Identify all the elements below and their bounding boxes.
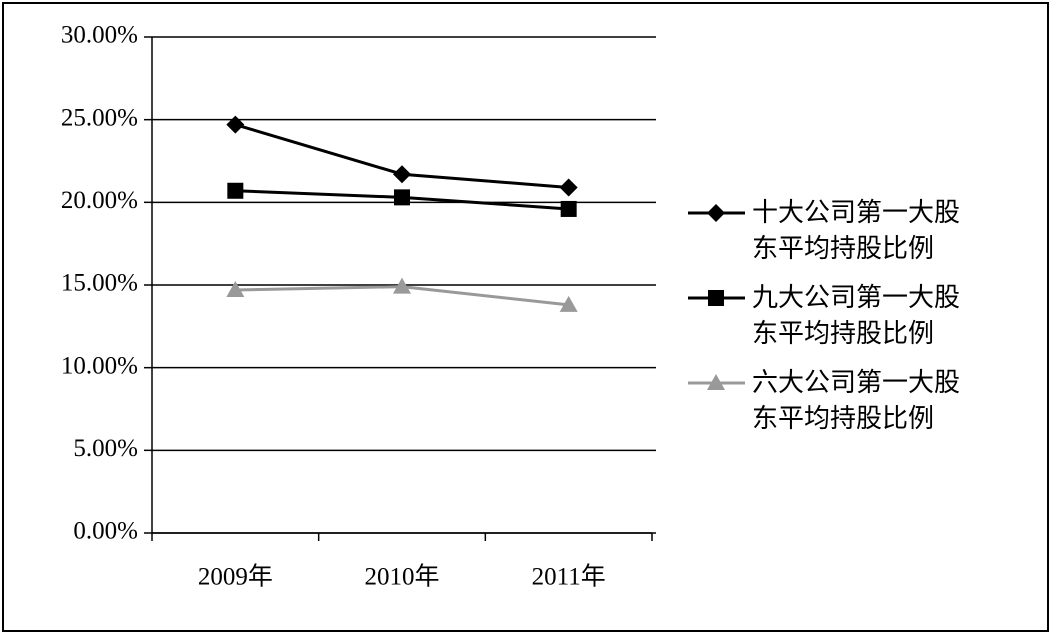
point [226,115,245,134]
point [393,165,411,184]
point [559,178,578,197]
legend-label: 六大公司第一大股东平均持股比例 [752,368,961,433]
legend-marker [707,204,725,222]
point [559,295,578,312]
y-tick-label: 25.00% [61,104,138,131]
y-tick-label: 10.00% [61,352,138,379]
x-tick-label: 2011年 [532,563,606,591]
point [393,277,411,294]
y-tick-label: 15.00% [61,270,138,297]
legend-marker [707,374,725,390]
point [226,280,245,297]
x-tick-label: 2010年 [364,563,439,591]
y-tick-label: 20.00% [61,187,138,214]
legend-marker [708,290,724,306]
y-tick-label: 0.00% [73,518,138,545]
point [227,182,244,199]
x-tick-label: 2009年 [198,563,273,591]
y-tick-label: 30.00% [61,22,138,49]
legend-label: 十大公司第一大股东平均持股比例 [752,198,961,263]
point [560,200,577,217]
y-tick-label: 5.00% [73,435,138,462]
legend-label: 九大公司第一大股东平均持股比例 [752,283,961,348]
point [394,189,410,206]
